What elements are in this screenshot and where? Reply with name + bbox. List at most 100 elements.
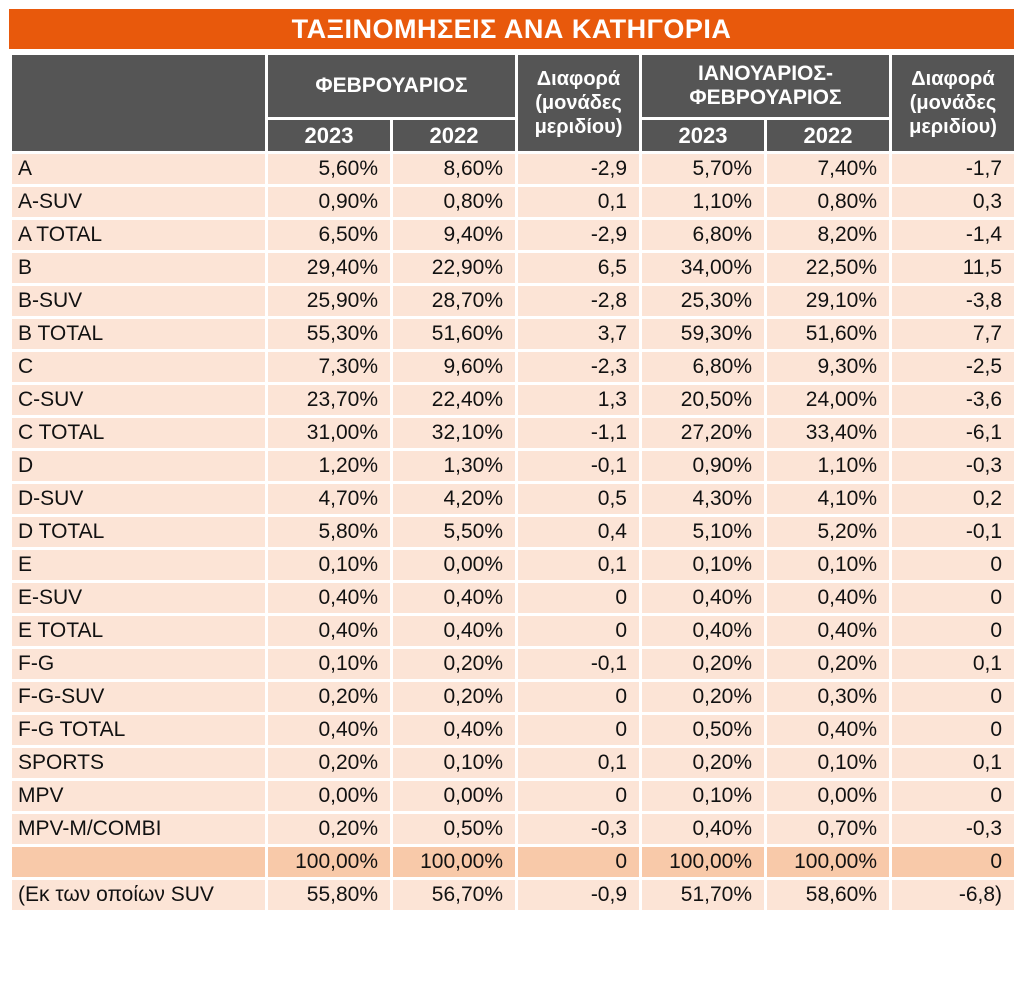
february-2023-cell: 1,20%	[265, 448, 393, 484]
february-2023-cell: 0,20%	[265, 679, 393, 715]
table-row: A-SUV 0,90% 0,80% 0,1 1,10% 0,80% 0,3	[9, 184, 1018, 220]
february-2022-cell: 0,10%	[390, 745, 518, 781]
jan-feb-2022-cell: 4,10%	[763, 481, 893, 517]
jan-feb-2023-cell: 0,50%	[639, 712, 767, 748]
february-2023-cell: 0,40%	[265, 712, 393, 748]
jan-feb-2022-cell: 0,00%	[763, 778, 893, 814]
jan-feb-diff-cell: 0	[889, 580, 1018, 616]
jan-feb-2023-cell: 0,20%	[639, 679, 767, 715]
category-cell: B-SUV	[9, 283, 268, 319]
category-cell: MPV	[9, 778, 268, 814]
jan-feb-2022-cell: 0,40%	[763, 712, 893, 748]
february-diff-cell: 6,5	[515, 250, 642, 286]
february-diff-cell: 0,1	[515, 745, 642, 781]
february-2022-cell: 0,50%	[390, 811, 518, 847]
february-2022-cell: 4,20%	[390, 481, 518, 517]
category-cell: A	[9, 151, 268, 187]
table-row: A TOTAL 6,50% 9,40% -2,9 6,80% 8,20% -1,4	[9, 217, 1018, 253]
february-2023-cell: 100,00%	[265, 844, 393, 880]
jan-feb-2023-cell: 0,10%	[639, 778, 767, 814]
jan-feb-diff-cell: 11,5	[889, 250, 1018, 286]
jan-feb-2023-cell: 6,80%	[639, 217, 767, 253]
february-2023-cell: 31,00%	[265, 415, 393, 451]
category-cell: SPORTS	[9, 745, 268, 781]
jan-feb-diff-cell: -1,4	[889, 217, 1018, 253]
february-diff-cell: -1,1	[515, 415, 642, 451]
jan-feb-2023-cell: 0,40%	[639, 580, 767, 616]
jan-feb-2022-cell: 8,20%	[763, 217, 893, 253]
jan-feb-2022-cell: 5,20%	[763, 514, 893, 550]
february-diff-cell: -2,8	[515, 283, 642, 319]
table-row: B 29,40% 22,90% 6,5 34,00% 22,50% 11,5	[9, 250, 1018, 286]
table-row: SPORTS 0,20% 0,10% 0,1 0,20% 0,10% 0,1	[9, 745, 1018, 781]
jan-feb-diff-cell: -6,1	[889, 415, 1018, 451]
february-diff-cell: 1,3	[515, 382, 642, 418]
february-diff-cell: -0,9	[515, 877, 642, 913]
jan-feb-2022-cell: 0,70%	[763, 811, 893, 847]
february-2022-cell: 28,70%	[390, 283, 518, 319]
table-row: E 0,10% 0,00% 0,1 0,10% 0,10% 0	[9, 547, 1018, 583]
february-2023-cell: 0,20%	[265, 811, 393, 847]
table-row: C-SUV 23,70% 22,40% 1,3 20,50% 24,00% -3,6	[9, 382, 1018, 418]
february-2023-cell: 4,70%	[265, 481, 393, 517]
jan-feb-2023-cell: 100,00%	[639, 844, 767, 880]
suv-share-row: (Εκ των οποίων SUV 55,80% 56,70% -0,9 51,70%…	[9, 877, 1018, 913]
table-row: MPV-M/COMBI 0,20% 0,50% -0,3 0,40% 0,70% -0,3	[9, 811, 1018, 847]
jan-feb-diff-cell: -2,5	[889, 349, 1018, 385]
february-diff-header: Διαφορά (μονάδες μεριδίου)	[515, 52, 642, 154]
february-2023-header: 2023	[265, 117, 393, 154]
table-header: ΦΕΒΡΟΥΑΡΙΟΣ Διαφορά (μονάδες μεριδίου) Ι…	[9, 52, 1018, 154]
category-cell: C-SUV	[9, 382, 268, 418]
february-2023-cell: 23,70%	[265, 382, 393, 418]
february-2022-cell: 0,40%	[390, 580, 518, 616]
february-2022-cell: 0,20%	[390, 679, 518, 715]
february-diff-cell: 0,1	[515, 184, 642, 220]
jan-feb-2022-cell: 100,00%	[763, 844, 893, 880]
category-cell: F-G	[9, 646, 268, 682]
february-diff-cell: 0	[515, 778, 642, 814]
table-row: E TOTAL 0,40% 0,40% 0 0,40% 0,40% 0	[9, 613, 1018, 649]
jan-feb-diff-cell: 0	[889, 547, 1018, 583]
february-2023-cell: 6,50%	[265, 217, 393, 253]
february-diff-cell: 0	[515, 580, 642, 616]
february-2022-cell: 51,60%	[390, 316, 518, 352]
category-cell: F-G TOTAL	[9, 712, 268, 748]
total-row: 100,00% 100,00% 0 100,00% 100,00% 0	[9, 844, 1018, 880]
jan-feb-2022-cell: 1,10%	[763, 448, 893, 484]
table-row: F-G TOTAL 0,40% 0,40% 0 0,50% 0,40% 0	[9, 712, 1018, 748]
jan-feb-2023-cell: 5,70%	[639, 151, 767, 187]
february-2023-cell: 0,40%	[265, 613, 393, 649]
jan-feb-2022-cell: 7,40%	[763, 151, 893, 187]
jan-feb-2023-cell: 0,20%	[639, 646, 767, 682]
february-2023-cell: 0,00%	[265, 778, 393, 814]
february-2022-cell: 22,40%	[390, 382, 518, 418]
jan-feb-2023-cell: 27,20%	[639, 415, 767, 451]
february-diff-cell: 0	[515, 613, 642, 649]
category-header	[9, 52, 268, 154]
february-diff-cell: 0,4	[515, 514, 642, 550]
jan-feb-diff-cell: 0	[889, 679, 1018, 715]
jan-feb-diff-cell: 0,2	[889, 481, 1018, 517]
february-diff-cell: 0	[515, 712, 642, 748]
february-diff-cell: 0	[515, 679, 642, 715]
jan-feb-2022-cell: 9,30%	[763, 349, 893, 385]
jan-feb-group-header: ΙΑΝΟΥΑΡΙΟΣ-ΦΕΒΡΟΥΑΡΙΟΣ	[638, 52, 893, 120]
february-2023-cell: 0,90%	[265, 184, 393, 220]
category-cell: E-SUV	[9, 580, 268, 616]
jan-feb-2022-cell: 0,10%	[763, 745, 893, 781]
jan-feb-2023-header: 2023	[639, 117, 767, 154]
jan-feb-2022-cell: 0,10%	[763, 547, 893, 583]
category-cell: E TOTAL	[9, 613, 268, 649]
february-2022-cell: 9,60%	[390, 349, 518, 385]
february-2023-cell: 0,20%	[265, 745, 393, 781]
february-2023-cell: 25,90%	[265, 283, 393, 319]
february-2023-cell: 0,10%	[265, 547, 393, 583]
february-2023-cell: 55,80%	[265, 877, 393, 913]
jan-feb-2023-cell: 51,70%	[639, 877, 767, 913]
february-2023-cell: 5,80%	[265, 514, 393, 550]
jan-feb-2023-cell: 25,30%	[639, 283, 767, 319]
table-row: D TOTAL 5,80% 5,50% 0,4 5,10% 5,20% -0,1	[9, 514, 1018, 550]
jan-feb-diff-cell: 0,1	[889, 745, 1018, 781]
category-cell	[9, 844, 268, 880]
jan-feb-diff-cell: 0,1	[889, 646, 1018, 682]
